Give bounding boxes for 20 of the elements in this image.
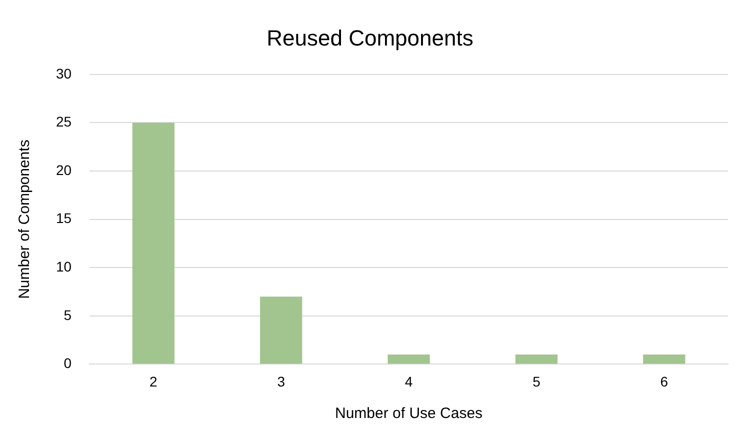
bar	[132, 122, 174, 364]
x-axis-title: Number of Use Cases	[335, 405, 483, 422]
y-tick-label: 15	[56, 210, 72, 226]
y-axis-title: Number of Components	[16, 140, 34, 299]
bar	[388, 354, 430, 364]
y-tick-label: 25	[56, 114, 72, 130]
y-tick-label: 10	[56, 258, 72, 274]
x-tick-label: 3	[277, 373, 286, 390]
bar	[643, 354, 686, 364]
y-tick-label: 5	[64, 306, 72, 323]
x-tick-label: 2	[150, 373, 158, 390]
y-tick-label: 20	[56, 162, 72, 178]
x-tick-label: 5	[532, 373, 541, 390]
x-tick-label: 6	[660, 373, 668, 390]
bar	[515, 354, 558, 364]
x-tick-label: 4	[404, 373, 413, 390]
y-tick-label: 30	[56, 65, 72, 82]
chart-title: Reused Components	[266, 25, 474, 50]
y-tick-label: 0	[64, 355, 72, 372]
bar	[260, 296, 302, 364]
